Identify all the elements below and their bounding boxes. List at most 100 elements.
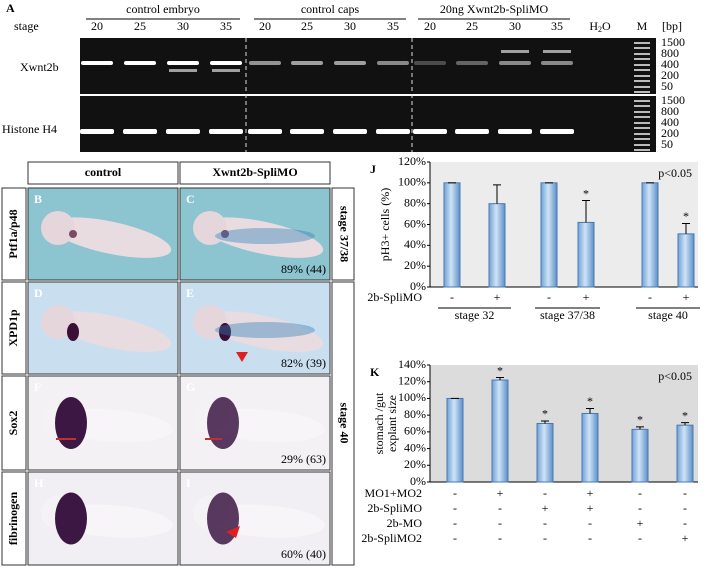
error-bar <box>682 222 690 234</box>
score: 89% (44) <box>281 262 326 276</box>
ladder-band <box>634 133 650 135</box>
significance-star: * <box>587 394 593 408</box>
y-axis-title: explant size <box>385 395 399 452</box>
ladder-label: 400 <box>661 57 679 71</box>
y-tick-label: 40% <box>404 237 426 251</box>
condition-sign: - <box>683 516 687 530</box>
condition-sign: + <box>683 290 690 304</box>
lane-label-part: H <box>589 19 598 33</box>
ladder-label: 200 <box>661 68 679 82</box>
gel-band <box>413 129 447 134</box>
row-label-box <box>1 471 27 566</box>
condition-sign: + <box>497 486 504 500</box>
lane-label: 20 <box>91 19 103 33</box>
significance-star: * <box>637 413 643 427</box>
condition-sign: + <box>637 516 644 530</box>
bar <box>577 221 595 288</box>
ladder-band <box>634 80 650 82</box>
ladder-band <box>634 111 650 113</box>
panel-label: K <box>370 365 380 379</box>
bar <box>491 379 509 483</box>
panel-letter: I <box>186 476 191 490</box>
gel-band <box>248 129 282 134</box>
gel-band <box>80 129 114 134</box>
ladder-label: 1500 <box>661 35 685 49</box>
gel-band <box>333 129 367 134</box>
y-tick-label: 100% <box>398 390 426 404</box>
lane-label: M <box>637 19 648 33</box>
group-label: stage 40 <box>648 308 688 322</box>
condition-sign: - <box>683 486 687 500</box>
ladder-label: 800 <box>661 46 679 60</box>
lane-label: 20 <box>259 19 271 33</box>
embryo-head <box>193 305 227 339</box>
condition-sign: - <box>638 501 642 515</box>
condition-sign: - <box>588 516 592 530</box>
lane-label: 35 <box>551 19 563 33</box>
condition-sign: + <box>587 486 594 500</box>
error-bar <box>493 184 501 204</box>
gel-band <box>290 129 324 134</box>
y-tick-label: 100% <box>398 175 426 189</box>
significance-star: * <box>683 209 689 223</box>
gel-band <box>414 61 446 65</box>
panel-label: J <box>370 162 376 176</box>
column-header: Xwnt2b-SpliMO <box>212 165 297 179</box>
y-tick-label: 20% <box>404 457 426 471</box>
group-header: control embryo <box>126 2 200 16</box>
annotation: p<0.05 <box>658 166 692 180</box>
gel-band <box>167 61 199 65</box>
score: 82% (39) <box>281 356 326 370</box>
significance-star: * <box>682 408 688 422</box>
lane-label: 35 <box>387 19 399 33</box>
condition-label: MO1+MO2 <box>365 486 422 500</box>
y-tick-label: 40% <box>404 440 426 454</box>
embryo-body <box>49 311 172 352</box>
gel-band <box>541 61 573 65</box>
y-tick-label: 120% <box>398 154 426 168</box>
condition-sign: + <box>494 290 501 304</box>
embryo-stain <box>67 323 79 341</box>
bar <box>540 182 558 288</box>
lane-label: 20 <box>424 19 436 33</box>
embryo-stain <box>221 230 229 238</box>
row-label-box <box>1 375 27 471</box>
stained-region <box>215 322 315 338</box>
panel-letter: C <box>186 192 195 206</box>
ladder-band <box>634 53 650 55</box>
y-tick-label: 140% <box>398 357 426 371</box>
condition-sign: - <box>453 486 457 500</box>
group-header: control caps <box>301 2 360 16</box>
stage-label: stage <box>14 19 39 33</box>
embryo-stain <box>207 397 239 449</box>
embryo-body <box>201 217 324 258</box>
row-label: Ptf1a/p48 <box>6 209 20 258</box>
arrowhead <box>226 526 240 538</box>
condition-sign: - <box>543 486 547 500</box>
gel-band <box>540 129 574 134</box>
panel-letter: F <box>34 380 41 394</box>
group-label: stage 37/38 <box>540 308 595 322</box>
ladder-label: 400 <box>661 115 679 129</box>
ladder-label: 1500 <box>661 93 685 107</box>
embryo-head <box>41 211 75 245</box>
unit-label: [bp] <box>662 19 682 33</box>
ladder-band <box>634 64 650 66</box>
y-axis-title: stomach /gut <box>372 392 386 454</box>
panel-label: A <box>6 1 15 15</box>
score: 60% (40) <box>281 547 326 561</box>
ladder-band <box>634 69 650 71</box>
ladder-label: 50 <box>661 79 673 93</box>
ladder-label: 50 <box>661 137 673 151</box>
bar <box>443 182 461 288</box>
y-axis-title: pH3+ cells (%) <box>378 188 392 261</box>
ladder-band <box>634 149 650 151</box>
y-tick-label: 60% <box>404 424 426 438</box>
lane-label: 30 <box>177 19 189 33</box>
condition-sign: - <box>450 290 454 304</box>
group-header: 20ng Xwnt2b-SpliMO <box>440 2 549 16</box>
bar <box>677 233 695 288</box>
condition-sign: - <box>543 531 547 545</box>
row-label: XPD1p <box>6 309 20 347</box>
